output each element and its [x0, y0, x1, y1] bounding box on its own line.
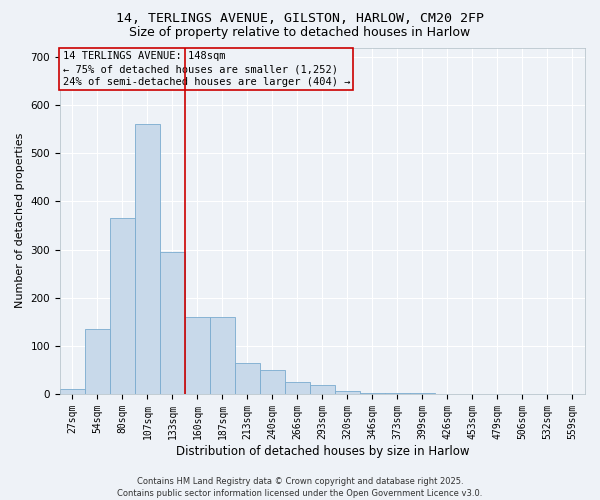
Text: 14 TERLINGS AVENUE: 148sqm
← 75% of detached houses are smaller (1,252)
24% of s: 14 TERLINGS AVENUE: 148sqm ← 75% of deta…	[62, 51, 350, 88]
Text: Size of property relative to detached houses in Harlow: Size of property relative to detached ho…	[130, 26, 470, 39]
Y-axis label: Number of detached properties: Number of detached properties	[15, 133, 25, 308]
Bar	[260, 370, 285, 394]
Bar	[335, 390, 360, 394]
Bar	[160, 252, 185, 394]
Text: 14, TERLINGS AVENUE, GILSTON, HARLOW, CM20 2FP: 14, TERLINGS AVENUE, GILSTON, HARLOW, CM…	[116, 12, 484, 26]
Bar	[110, 218, 135, 394]
Bar	[235, 362, 260, 394]
Bar	[210, 317, 235, 394]
Text: Contains HM Land Registry data © Crown copyright and database right 2025.
Contai: Contains HM Land Registry data © Crown c…	[118, 476, 482, 498]
Bar	[185, 317, 210, 394]
Bar	[85, 329, 110, 394]
Bar	[60, 389, 85, 394]
Bar	[360, 392, 385, 394]
X-axis label: Distribution of detached houses by size in Harlow: Distribution of detached houses by size …	[176, 444, 469, 458]
Bar	[285, 382, 310, 394]
Bar	[310, 386, 335, 394]
Bar	[135, 124, 160, 394]
